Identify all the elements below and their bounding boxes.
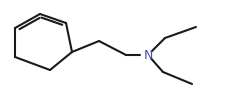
Text: N: N — [143, 49, 152, 61]
